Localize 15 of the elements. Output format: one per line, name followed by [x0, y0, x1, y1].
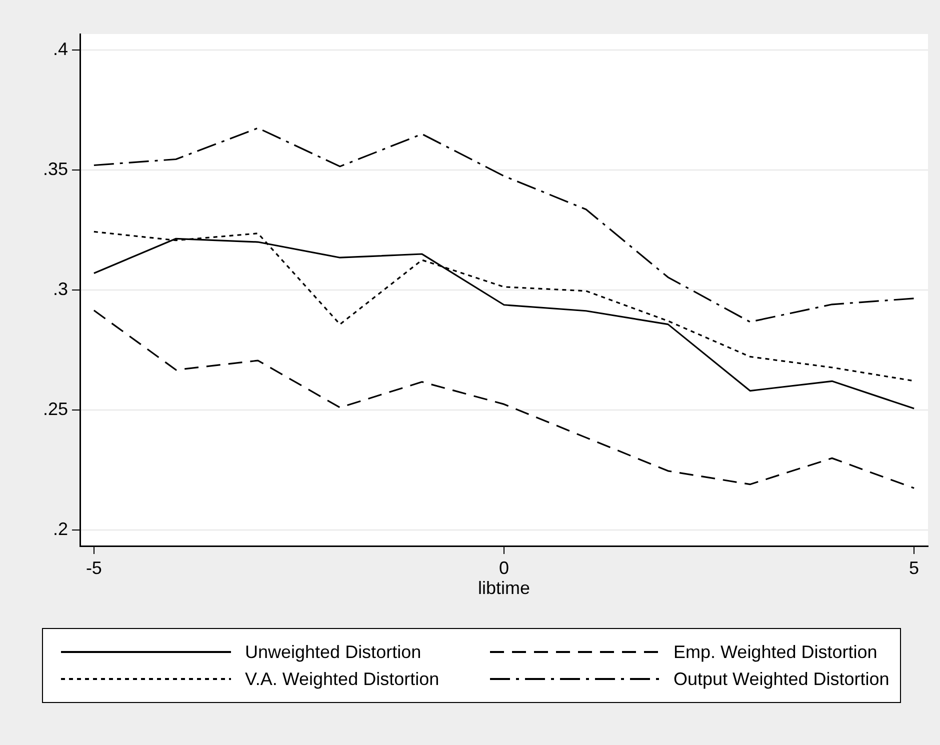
y-tick-label: .3 [52, 278, 68, 299]
legend-label: Unweighted Distortion [245, 642, 422, 662]
x-tick-label: 5 [909, 558, 920, 578]
line-series [93, 310, 915, 489]
legend-label: Emp. Weighted Distortion [674, 642, 878, 662]
y-tick-label: .25 [42, 398, 68, 419]
y-tick-label: .4 [52, 39, 68, 60]
x-tick-label: -5 [86, 558, 102, 578]
x-axis-title: libtime [478, 578, 530, 598]
line-series [93, 127, 915, 323]
y-tick-label: .2 [52, 518, 68, 539]
x-tick-label: 0 [498, 558, 510, 578]
legend-label: Output Weighted Distortion [674, 668, 890, 690]
legend-label: V.A. Weighted Distortion [245, 668, 440, 690]
y-tick-label: .35 [42, 159, 68, 180]
